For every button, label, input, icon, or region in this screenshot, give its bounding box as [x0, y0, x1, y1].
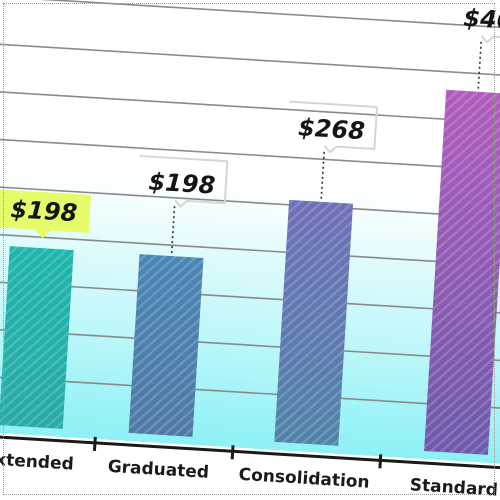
x-axis [0, 433, 500, 471]
callout-outline [446, 0, 500, 44]
gridline [0, 0, 500, 32]
callout-outline [139, 154, 229, 208]
category-label: Graduated [107, 457, 209, 483]
callout-outline [289, 100, 378, 154]
category-label: Extended [0, 449, 74, 474]
highlight-callout-box [0, 189, 92, 239]
plot-background [0, 0, 500, 466]
bar-hatch [128, 254, 204, 437]
bar-hatch [0, 246, 74, 429]
x-axis-tick [230, 445, 235, 460]
value-label: $268 [297, 113, 365, 145]
bars [0, 89, 500, 455]
callout-connector [170, 206, 176, 255]
bar-hatch [274, 199, 354, 446]
x-axis-tick [92, 436, 97, 451]
value-label: $198 [148, 168, 216, 200]
value-callouts: $198 $198 $268 $40 [0, 0, 500, 239]
category-label: Consolidation [238, 465, 370, 493]
gridline [0, 42, 500, 79]
callout-connector [320, 151, 325, 200]
bar-hatch [424, 89, 500, 455]
value-label: $40 [463, 4, 500, 35]
x-axis-line [0, 433, 500, 471]
category-label: Standard [409, 475, 498, 500]
callout-connector [477, 41, 482, 90]
value-label: $198 [10, 195, 78, 227]
label-connectors [170, 41, 482, 255]
x-axis-tick [378, 454, 383, 469]
